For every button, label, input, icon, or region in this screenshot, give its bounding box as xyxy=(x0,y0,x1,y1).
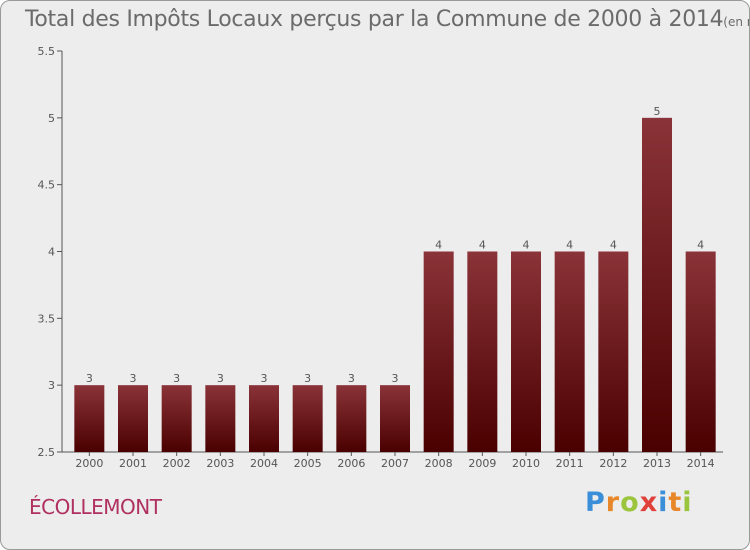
bar-value-label: 4 xyxy=(566,239,573,252)
y-tick-label: 3.5 xyxy=(38,312,56,325)
x-tick-label: 2003 xyxy=(206,457,234,470)
bar xyxy=(118,385,148,452)
x-tick-label: 2014 xyxy=(687,457,715,470)
logo-letter: o xyxy=(620,487,640,518)
x-tick-label: 2007 xyxy=(381,457,409,470)
logo-letter: i xyxy=(682,487,693,518)
y-tick-label: 5.5 xyxy=(38,45,56,58)
commune-name: ÉCOLLEMONT xyxy=(29,495,162,519)
bar xyxy=(598,251,629,452)
bar xyxy=(161,385,192,452)
bar xyxy=(467,251,498,452)
bar-value-label: 3 xyxy=(217,372,224,385)
logo-letter: r xyxy=(605,487,621,518)
x-tick-label: 2001 xyxy=(119,457,147,470)
x-tick-label: 2011 xyxy=(556,457,584,470)
x-tick-label: 2005 xyxy=(294,457,322,470)
bar-value-label: 4 xyxy=(435,239,442,252)
x-tick-label: 2000 xyxy=(75,457,103,470)
bar-value-label: 3 xyxy=(173,372,180,385)
bar-value-label: 3 xyxy=(392,372,399,385)
bar-value-label: 5 xyxy=(654,105,661,118)
x-tick-label: 2013 xyxy=(643,457,671,470)
bar xyxy=(205,385,236,452)
bar xyxy=(336,385,367,452)
bar-value-label: 3 xyxy=(130,372,137,385)
bar-value-label: 3 xyxy=(261,372,268,385)
x-tick-label: 2010 xyxy=(512,457,540,470)
y-tick-label: 4 xyxy=(48,246,55,259)
chart-title-unit: (en milliers d'€) xyxy=(723,15,749,29)
x-tick-label: 2002 xyxy=(163,457,191,470)
x-tick-label: 2009 xyxy=(468,457,496,470)
y-tick-label: 4.5 xyxy=(38,179,56,192)
bar xyxy=(74,385,105,452)
bar-value-label: 3 xyxy=(86,372,93,385)
bar-value-label: 3 xyxy=(304,372,311,385)
logo-letter: P xyxy=(585,487,606,518)
chart-title: Total des Impôts Locaux perçus par la Co… xyxy=(25,7,749,32)
bar xyxy=(249,385,279,452)
bar xyxy=(511,251,541,452)
x-tick-label: 2012 xyxy=(599,457,627,470)
bar-value-label: 3 xyxy=(348,372,355,385)
bar xyxy=(554,251,585,452)
x-tick-label: 2008 xyxy=(425,457,453,470)
bar-value-label: 4 xyxy=(697,239,704,252)
logo-letter: i xyxy=(658,487,669,518)
y-tick-label: 2.5 xyxy=(38,446,56,459)
bar xyxy=(423,251,454,452)
proxiti-logo: Proxiti xyxy=(585,487,693,518)
bar-value-label: 4 xyxy=(523,239,530,252)
bar xyxy=(685,251,716,452)
bar-value-label: 4 xyxy=(610,239,617,252)
logo-letter: t xyxy=(668,487,683,518)
bar xyxy=(380,385,410,452)
chart-title-main: Total des Impôts Locaux perçus par la Co… xyxy=(25,7,724,32)
bar xyxy=(642,117,672,452)
x-tick-label: 2004 xyxy=(250,457,278,470)
y-tick-label: 5 xyxy=(48,112,55,125)
y-tick-label: 3 xyxy=(48,379,55,392)
bar-value-label: 4 xyxy=(479,239,486,252)
logo-letter: x xyxy=(639,487,659,518)
bar xyxy=(292,385,323,452)
x-tick-label: 2006 xyxy=(337,457,365,470)
